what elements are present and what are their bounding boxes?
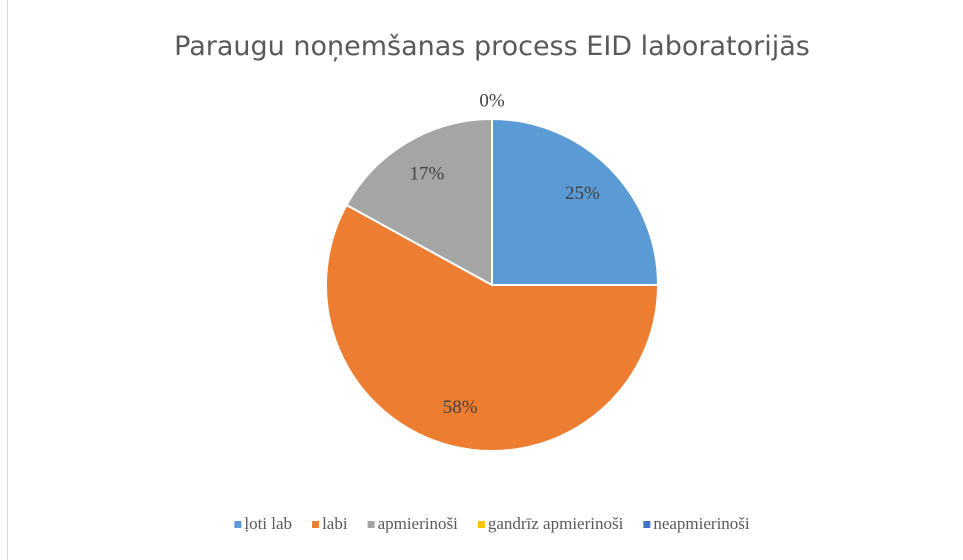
legend-marker <box>477 521 485 528</box>
legend-label: apmierinoši <box>378 514 459 533</box>
legend-label: labi <box>322 514 348 533</box>
legend-marker <box>367 521 375 528</box>
legend-label: gandrīz apmierinoši <box>488 514 624 533</box>
data-label: 0% <box>479 90 505 111</box>
pie-slice <box>345 117 493 287</box>
data-label: 17% <box>410 163 445 184</box>
legend-marker <box>643 521 651 528</box>
legend-marker <box>234 521 242 528</box>
chart-title: Paraugu noņemšanas process EID laborator… <box>174 31 810 62</box>
pie-slice <box>325 203 660 452</box>
data-label: 58% <box>443 397 478 418</box>
pie-slice <box>491 117 660 286</box>
legend-marker <box>312 521 320 528</box>
legend-label: neapmierinoši <box>653 514 750 533</box>
legend-label: ļoti lab <box>244 514 292 533</box>
data-label: 25% <box>565 183 600 204</box>
